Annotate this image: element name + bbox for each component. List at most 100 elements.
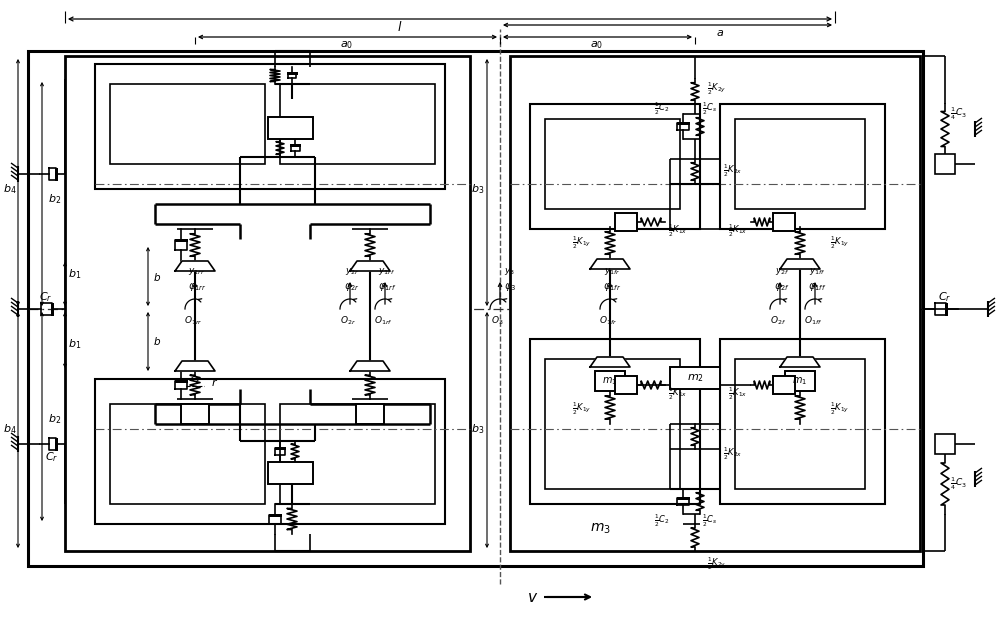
Bar [181, 404, 209, 424]
Text: $\frac{1}{2}K_{2x}$: $\frac{1}{2}K_{2x}$ [723, 163, 743, 180]
Text: $\varphi_{1rf}$: $\varphi_{1rf}$ [378, 281, 396, 293]
Polygon shape [590, 357, 630, 367]
Text: $b_1$: $b_1$ [68, 267, 82, 281]
Bar [95, 64, 445, 189]
Text: $\frac{1}{2}K_{1x}$: $\frac{1}{2}K_{1x}$ [668, 223, 688, 239]
Text: $O_{2r}$: $O_{2r}$ [340, 314, 356, 327]
Text: $\frac{1}{2}K_{1x}$: $\frac{1}{2}K_{1x}$ [728, 223, 748, 239]
Bar [735, 359, 865, 489]
Text: $b$: $b$ [153, 271, 161, 283]
Bar [280, 404, 435, 504]
Text: $\frac{1}{2}C_s$: $\frac{1}{2}C_s$ [702, 101, 718, 117]
Text: $b_3$: $b_3$ [471, 182, 485, 196]
Bar [65, 56, 470, 551]
Text: $\frac{1}{2}K_{1y}$: $\frac{1}{2}K_{1y}$ [830, 400, 850, 417]
Bar [268, 117, 313, 139]
Text: $O_3$: $O_3$ [491, 314, 503, 327]
Polygon shape [590, 259, 630, 269]
Text: $b_2$: $b_2$ [48, 412, 62, 426]
Text: $a_0$: $a_0$ [340, 39, 354, 51]
Bar [545, 359, 680, 489]
Bar [530, 339, 700, 504]
Bar [935, 434, 955, 454]
Text: $b_3$: $b_3$ [471, 422, 485, 436]
Polygon shape [350, 261, 390, 271]
Bar [615, 376, 637, 394]
Text: $\varphi_{2f}$: $\varphi_{2f}$ [774, 281, 790, 293]
Text: $C_r$: $C_r$ [39, 290, 53, 304]
Bar [545, 119, 680, 209]
Bar [595, 371, 625, 391]
Text: $y_{1ff}$: $y_{1ff}$ [809, 266, 825, 277]
Text: $\varphi_{2r}$: $\varphi_{2r}$ [344, 281, 360, 293]
Bar [28, 51, 923, 566]
Text: $a_0$: $a_0$ [590, 39, 604, 51]
Text: $\frac{1}{2}K_{2y}$: $\frac{1}{2}K_{2y}$ [707, 556, 727, 572]
Text: $\frac{1}{2}K_{2y}$: $\frac{1}{2}K_{2y}$ [707, 81, 727, 97]
Text: $\frac{1}{2}K_{1x}$: $\frac{1}{2}K_{1x}$ [728, 386, 748, 402]
Text: $v$: $v$ [527, 589, 539, 605]
Text: $\frac{1}{2}K_{1y}$: $\frac{1}{2}K_{1y}$ [830, 235, 850, 251]
Text: $b$: $b$ [153, 335, 161, 347]
Bar [615, 213, 637, 231]
Bar [735, 119, 865, 209]
Text: $m_2$: $m_2$ [687, 372, 703, 384]
Text: $\frac{1}{2}K_{2x}$: $\frac{1}{2}K_{2x}$ [723, 446, 743, 462]
Bar [356, 404, 384, 424]
Text: $r$: $r$ [211, 376, 219, 387]
Bar [530, 104, 700, 229]
Text: $y_{1rf}$: $y_{1rf}$ [378, 266, 396, 277]
Text: $y_{2f}$: $y_{2f}$ [775, 266, 789, 277]
Text: $y_{1rr}$: $y_{1rr}$ [188, 266, 206, 277]
Bar [785, 371, 815, 391]
Text: $b_1$: $b_1$ [68, 337, 82, 351]
Bar [935, 154, 955, 174]
Polygon shape [350, 361, 390, 371]
Text: $\frac{1}{2}K_{1y}$: $\frac{1}{2}K_{1y}$ [572, 235, 592, 251]
Text: $O_{1ff}$: $O_{1ff}$ [804, 314, 822, 327]
Bar [773, 376, 795, 394]
Text: $m_1$: $m_1$ [792, 375, 808, 387]
Text: $y_{1fr}$: $y_{1fr}$ [604, 266, 620, 277]
Polygon shape [780, 259, 820, 269]
Text: $O_{2f}$: $O_{2f}$ [770, 314, 786, 327]
Text: $C_r$: $C_r$ [45, 450, 59, 464]
Bar [268, 462, 313, 484]
Bar [510, 56, 920, 551]
Bar [110, 404, 265, 504]
Text: $O_{1rr}$: $O_{1rr}$ [184, 314, 202, 327]
Bar [110, 84, 265, 164]
Text: $\varphi_{1rr}$: $\varphi_{1rr}$ [188, 281, 206, 293]
Text: $\frac{1}{2}C_2$: $\frac{1}{2}C_2$ [654, 513, 670, 529]
Text: $\frac{1}{2}K_{1y}$: $\frac{1}{2}K_{1y}$ [572, 400, 592, 417]
Text: $l$: $l$ [397, 20, 403, 34]
Polygon shape [175, 361, 215, 371]
Text: $m_3$: $m_3$ [590, 522, 610, 536]
Text: $\frac{1}{4}C_3$: $\frac{1}{4}C_3$ [950, 475, 966, 492]
Polygon shape [780, 357, 820, 367]
Text: $\frac{1}{2}C_2$: $\frac{1}{2}C_2$ [654, 101, 670, 117]
Text: $O_{1rf}$: $O_{1rf}$ [374, 314, 392, 327]
Text: $\frac{1}{4}C_3$: $\frac{1}{4}C_3$ [950, 106, 966, 123]
Bar [670, 367, 720, 389]
Text: $m_1$: $m_1$ [602, 375, 618, 387]
Bar [95, 379, 445, 524]
Text: $\varphi_3$: $\varphi_3$ [504, 281, 516, 293]
Text: $\frac{1}{2}K_{1x}$: $\frac{1}{2}K_{1x}$ [668, 386, 688, 402]
Text: $y_3$: $y_3$ [504, 266, 516, 277]
Text: $\varphi_{1ff}$: $\varphi_{1ff}$ [808, 281, 826, 293]
Text: $b_4$: $b_4$ [3, 422, 17, 436]
Bar [773, 213, 795, 231]
Text: $\frac{1}{2}C_s$: $\frac{1}{2}C_s$ [702, 513, 718, 529]
Text: $b_4$: $b_4$ [3, 182, 17, 196]
Text: $\varphi_{1fr}$: $\varphi_{1fr}$ [603, 281, 621, 293]
Text: $C_r$: $C_r$ [938, 290, 952, 304]
Text: $y_{2r}$: $y_{2r}$ [345, 266, 359, 277]
Bar [720, 339, 885, 504]
Polygon shape [175, 261, 215, 271]
Text: $O_{1fr}$: $O_{1fr}$ [599, 314, 617, 327]
Bar [280, 84, 435, 164]
Text: $a$: $a$ [716, 28, 724, 38]
Bar [720, 104, 885, 229]
Text: $b_2$: $b_2$ [48, 192, 62, 206]
